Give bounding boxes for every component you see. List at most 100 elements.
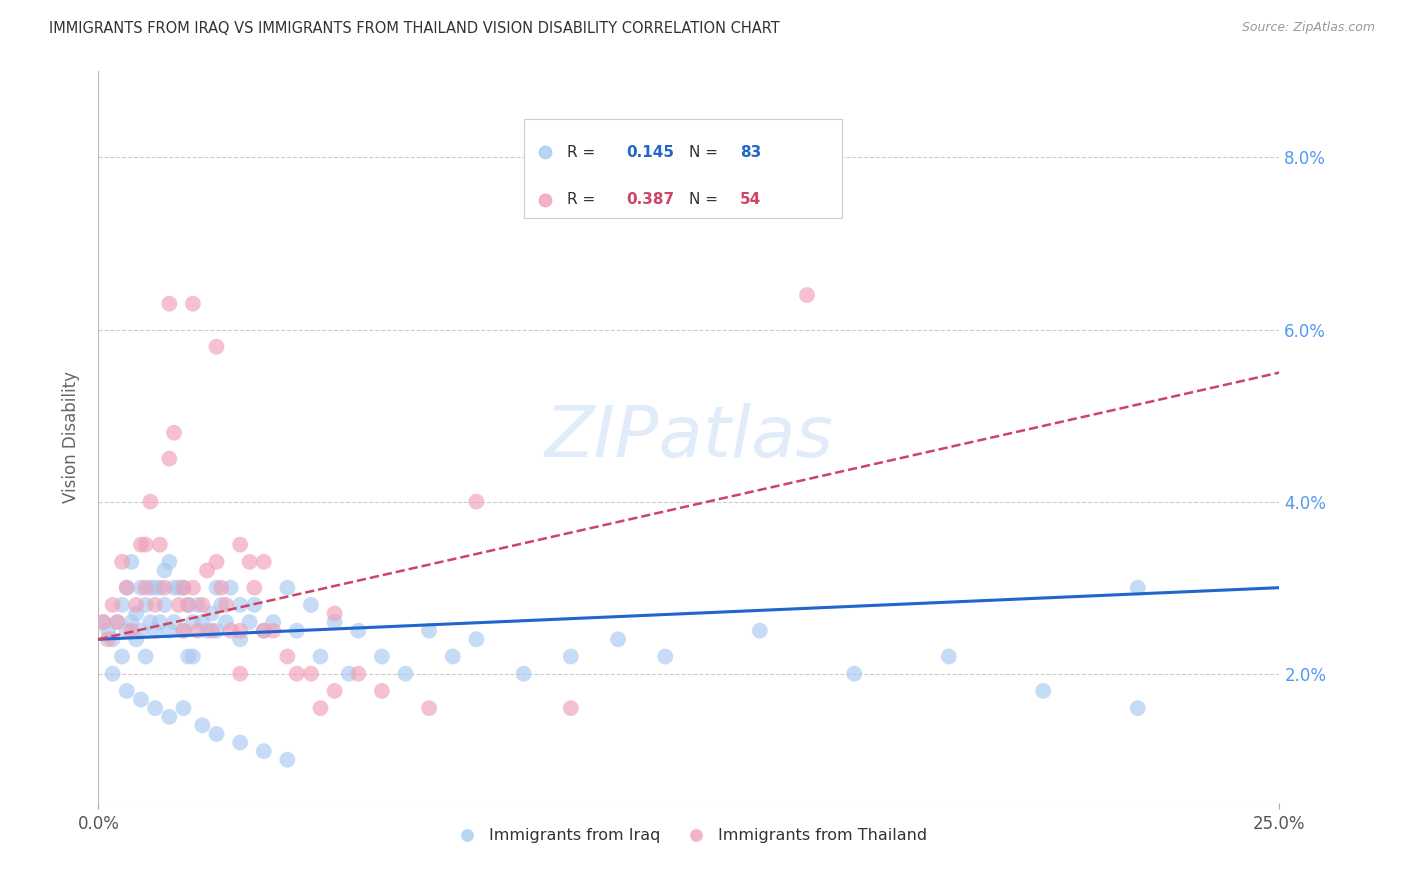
Point: [139, 581, 162, 595]
Text: 83: 83: [740, 145, 761, 160]
Point: [1126, 581, 1149, 595]
Point: [91, 615, 114, 629]
Point: [181, 581, 204, 595]
Point: [195, 624, 218, 638]
Point: [215, 615, 238, 629]
Point: [157, 710, 180, 724]
Point: [172, 581, 194, 595]
Point: [243, 581, 266, 595]
Point: [172, 624, 194, 638]
Point: [276, 649, 298, 664]
Point: [323, 615, 346, 629]
Point: [177, 598, 200, 612]
Point: [187, 598, 209, 612]
Point: [181, 296, 204, 310]
Point: [135, 538, 157, 552]
Point: [129, 624, 152, 638]
Point: [139, 615, 162, 629]
Point: [309, 649, 332, 664]
Point: [219, 624, 242, 638]
Point: [191, 598, 214, 612]
Point: [121, 555, 143, 569]
Point: [157, 451, 180, 466]
Point: [607, 632, 630, 647]
Point: [1126, 701, 1149, 715]
FancyBboxPatch shape: [523, 119, 842, 218]
Point: [394, 666, 416, 681]
Point: [465, 494, 488, 508]
Point: [215, 598, 238, 612]
Point: [139, 494, 162, 508]
Point: [191, 718, 214, 732]
Text: N =: N =: [689, 145, 723, 160]
Point: [157, 624, 180, 638]
Point: [201, 607, 224, 621]
Point: [149, 581, 172, 595]
Point: [299, 598, 322, 612]
Point: [262, 624, 284, 638]
Point: [560, 649, 582, 664]
Point: [239, 555, 262, 569]
Point: [309, 701, 332, 715]
Point: [143, 581, 166, 595]
Point: [125, 607, 148, 621]
Point: [347, 666, 370, 681]
Point: [129, 538, 152, 552]
Text: R =: R =: [567, 145, 600, 160]
Point: [371, 684, 394, 698]
Point: [219, 581, 242, 595]
Point: [177, 649, 200, 664]
Point: [115, 581, 138, 595]
Text: R =: R =: [567, 193, 600, 207]
Point: [418, 701, 440, 715]
Point: [115, 684, 138, 698]
Point: [253, 624, 276, 638]
Point: [163, 425, 186, 440]
Point: [129, 581, 152, 595]
Y-axis label: Vision Disability: Vision Disability: [62, 371, 80, 503]
Point: [239, 615, 262, 629]
Point: [153, 598, 176, 612]
Point: [125, 632, 148, 647]
Point: [143, 701, 166, 715]
Legend: Immigrants from Iraq, Immigrants from Thailand: Immigrants from Iraq, Immigrants from Th…: [444, 822, 934, 850]
Point: [465, 632, 488, 647]
Point: [262, 615, 284, 629]
Point: [253, 555, 276, 569]
Point: [115, 581, 138, 595]
Point: [229, 666, 252, 681]
Point: [153, 564, 176, 578]
Point: [97, 632, 120, 647]
Point: [205, 624, 228, 638]
Point: [229, 632, 252, 647]
Point: [149, 615, 172, 629]
Point: [748, 624, 770, 638]
Point: [299, 666, 322, 681]
Point: [101, 666, 124, 681]
Point: [153, 581, 176, 595]
Point: [143, 598, 166, 612]
Point: [129, 692, 152, 706]
Point: [91, 615, 114, 629]
Point: [796, 288, 818, 302]
Point: [1032, 684, 1054, 698]
Point: [163, 615, 186, 629]
Point: [111, 598, 134, 612]
Point: [229, 624, 252, 638]
Text: Source: ZipAtlas.com: Source: ZipAtlas.com: [1241, 21, 1375, 35]
Point: [181, 615, 204, 629]
Text: IMMIGRANTS FROM IRAQ VS IMMIGRANTS FROM THAILAND VISION DISABILITY CORRELATION C: IMMIGRANTS FROM IRAQ VS IMMIGRANTS FROM …: [49, 21, 780, 37]
Point: [229, 735, 252, 749]
Point: [441, 649, 464, 664]
Point: [125, 598, 148, 612]
Point: [323, 607, 346, 621]
Point: [163, 581, 186, 595]
Point: [209, 581, 232, 595]
Text: ZIPatlas: ZIPatlas: [544, 402, 834, 472]
Point: [111, 649, 134, 664]
Text: N =: N =: [689, 193, 723, 207]
Point: [135, 581, 157, 595]
Point: [654, 649, 676, 664]
Point: [121, 615, 143, 629]
Point: [172, 581, 194, 595]
